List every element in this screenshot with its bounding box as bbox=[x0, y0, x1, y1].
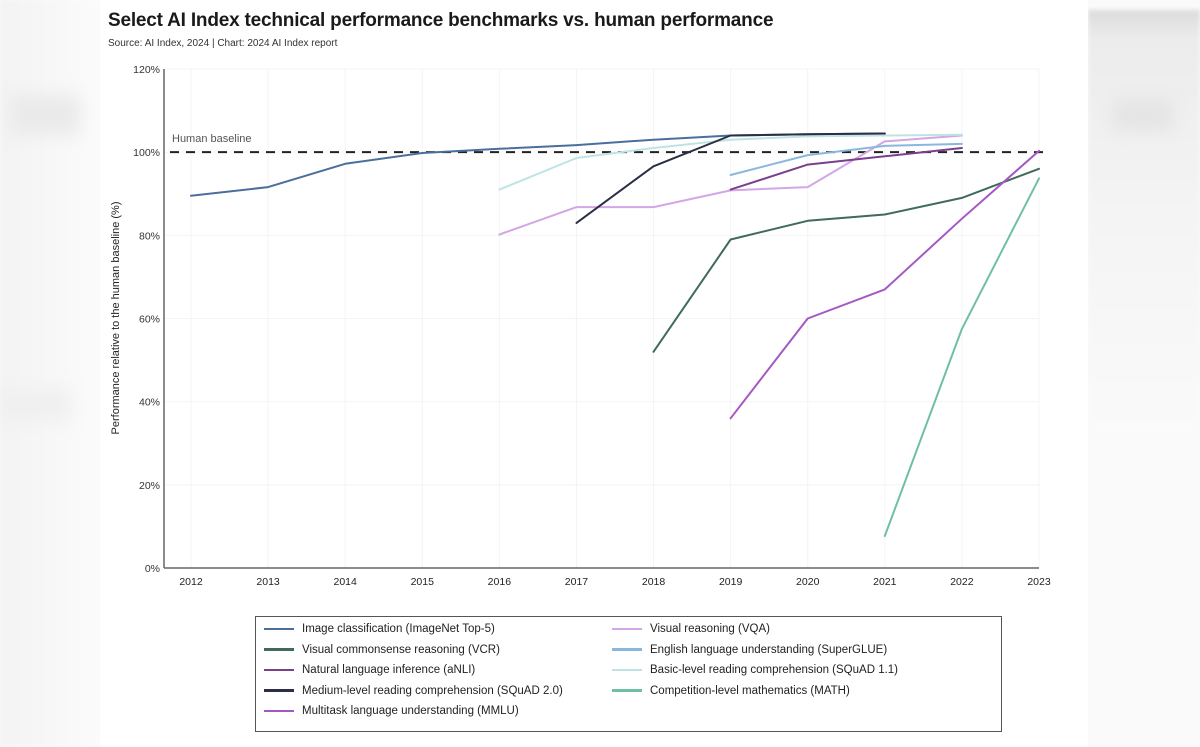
x-tick-label: 2015 bbox=[411, 576, 435, 588]
series-line bbox=[729, 142, 963, 176]
chart-title: Select AI Index technical performance be… bbox=[108, 10, 774, 31]
legend-swatch bbox=[612, 689, 642, 692]
legend-swatch bbox=[612, 648, 642, 651]
series-line bbox=[729, 147, 963, 191]
blurred-background-right bbox=[1088, 10, 1200, 430]
x-tick-label: 2017 bbox=[565, 576, 589, 588]
legend-label: Image classification (ImageNet Top-5) bbox=[302, 623, 495, 635]
chart-card: Select AI Index technical performance be… bbox=[100, 0, 1088, 747]
y-axis-ticks: 0% 20% 40% 60% 80% 100% 120% bbox=[133, 64, 160, 575]
legend-swatch bbox=[612, 627, 642, 631]
series-line bbox=[729, 149, 1040, 420]
y-axis-label: Performance relative to the human baseli… bbox=[110, 202, 122, 435]
legend-swatch bbox=[264, 648, 294, 651]
x-tick-label: 2016 bbox=[488, 576, 512, 588]
legend-swatch bbox=[264, 689, 294, 692]
series-line bbox=[498, 133, 963, 191]
y-tick-label: 40% bbox=[139, 397, 160, 409]
legend-item: Competition-level mathematics (MATH) bbox=[612, 685, 850, 697]
x-tick-label: 2023 bbox=[1027, 576, 1051, 588]
human-baseline-label: Human baseline bbox=[172, 133, 252, 145]
legend-label: Basic-level reading comprehension (SQuAD… bbox=[650, 664, 899, 676]
series-line bbox=[883, 177, 1040, 537]
x-tick-label: 2013 bbox=[256, 576, 280, 588]
line-chart: 0%20%40%60%80%100%120% 2012 2013 2014 2015 2… bbox=[110, 64, 1051, 588]
legend-swatch bbox=[264, 709, 294, 713]
legend-item: Medium-level reading comprehension (SQuA… bbox=[264, 685, 563, 697]
series-lines bbox=[190, 132, 1040, 537]
legend-item: English language understanding (SuperGLU… bbox=[612, 644, 887, 656]
legend-label: Natural language inference (aNLI) bbox=[302, 664, 476, 676]
legend-swatch bbox=[264, 627, 294, 631]
legend-label: Multitask language understanding (MMLU) bbox=[302, 705, 519, 717]
chart-legend: Image classification (ImageNet Top-5) Vis… bbox=[255, 616, 1002, 732]
y-tick-label: 120% bbox=[133, 64, 160, 76]
x-tick-label: 2021 bbox=[873, 576, 897, 588]
series-line bbox=[190, 132, 886, 197]
series-line bbox=[575, 132, 886, 224]
legend-swatch bbox=[264, 668, 294, 672]
legend-item: Visual commonsense reasoning (VCR) bbox=[264, 644, 500, 656]
x-axis-ticks: 2012 2013 2014 2015 2016 2017 2018 2019 2020 2021… bbox=[179, 576, 1051, 588]
legend-item: Image classification (ImageNet Top-5) bbox=[264, 623, 495, 635]
chart-subtitle: Source: AI Index, 2024 | Chart: 2024 AI … bbox=[108, 38, 338, 49]
x-tick-label: 2018 bbox=[642, 576, 666, 588]
x-tick-label: 2019 bbox=[719, 576, 743, 588]
x-tick-label: 2022 bbox=[950, 576, 974, 588]
y-tick-label: 80% bbox=[139, 230, 160, 242]
axes bbox=[163, 69, 1039, 569]
legend-label: Visual reasoning (VQA) bbox=[650, 623, 770, 635]
legend-label: Visual commonsense reasoning (VCR) bbox=[302, 643, 500, 656]
legend-swatch bbox=[612, 668, 642, 672]
y-tick-label: 100% bbox=[133, 147, 160, 159]
y-tick-label: 60% bbox=[139, 314, 160, 326]
x-tick-label: 2014 bbox=[334, 576, 358, 588]
legend-item: Multitask language understanding (MMLU) bbox=[264, 705, 519, 717]
human-baseline: Human baseline bbox=[170, 133, 1049, 154]
legend-label: English language understanding (SuperGLU… bbox=[650, 643, 888, 656]
x-tick-label: 2012 bbox=[179, 576, 203, 588]
legend-item: Natural language inference (aNLI) bbox=[264, 664, 475, 676]
legend-label: Medium-level reading comprehension (SQuA… bbox=[302, 684, 563, 697]
y-tick-label: 20% bbox=[139, 480, 160, 492]
legend-label: Competition-level mathematics (MATH) bbox=[650, 684, 850, 697]
legend-item: Visual reasoning (VQA) bbox=[612, 623, 770, 635]
legend-item: Basic-level reading comprehension (SQuAD… bbox=[612, 664, 898, 676]
x-tick-label: 2020 bbox=[796, 576, 820, 588]
series-line bbox=[652, 167, 1040, 353]
blurred-background-left bbox=[0, 0, 100, 747]
y-tick-label: 0% bbox=[145, 563, 160, 575]
